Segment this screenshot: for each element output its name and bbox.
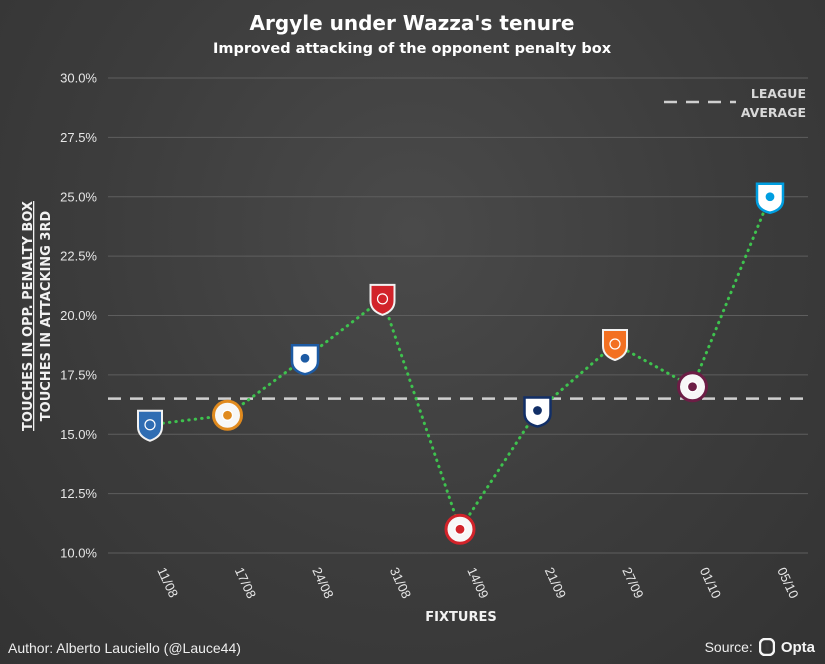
y-tick-label: 20.0%: [60, 308, 97, 323]
y-axis-label-bottom: TOUCHES IN ATTACKING 3RD: [39, 211, 54, 422]
owl-crest-icon: [137, 409, 163, 442]
source-label: Source:: [704, 639, 753, 655]
hatters-crest-icon: [602, 329, 628, 362]
y-tick-label: 10.0%: [60, 546, 97, 561]
legend-label-line1: LEAGUE: [751, 86, 806, 101]
y-tick-label: 25.0%: [60, 189, 97, 204]
claret-crest-icon: [677, 371, 708, 403]
source-brand: Opta: [780, 638, 815, 656]
author-credit: Author: Alberto Lauciello (@Lauce44): [8, 640, 241, 656]
y-tick-label: 17.5%: [60, 367, 97, 382]
opta-logo-icon: [758, 638, 775, 656]
y-axis-label-top: TOUCHES IN OPP. PENALTY BOX: [21, 201, 36, 431]
x-tick-label: 01/10: [697, 565, 724, 601]
x-tick-label: 05/10: [774, 565, 801, 601]
y-tick-label: 12.5%: [60, 486, 97, 501]
x-tick-label: 31/08: [387, 565, 414, 601]
chart-subtitle: Improved attacking of the opponent penal…: [213, 41, 612, 57]
x-tick-label: 14/09: [464, 565, 491, 601]
stripes-crest-icon: [369, 283, 396, 316]
legend-label-line2: AVERAGE: [741, 105, 806, 120]
tiger-crest-icon: [212, 399, 243, 431]
x-tick-label: 11/08: [154, 565, 181, 600]
x-tick-labels: 11/08 17/08 24/08 31/08 14/09 21/09 27/09 01/10…: [154, 565, 801, 601]
y-tick-label: 15.0%: [60, 427, 97, 442]
x-tick-label: 27/09: [619, 565, 646, 601]
hoops-crest-icon: [290, 344, 320, 376]
source-credit: Source: Opta: [705, 638, 815, 656]
y-tick-labels: 10.0% 12.5% 15.0% 17.5% 20.0% 22.5% 25.0% 27.5%…: [60, 71, 97, 561]
x-tick-label: 17/08: [232, 565, 259, 601]
rose-crest-icon: [755, 182, 785, 215]
chart-title: Argyle under Wazza's tenure: [250, 11, 575, 35]
x-tick-label: 21/09: [542, 565, 569, 601]
gridlines: [108, 77, 808, 554]
albion-crest-icon: [523, 396, 552, 428]
x-axis-label: FIXTURES: [425, 610, 496, 625]
y-tick-label: 30.0%: [60, 71, 97, 86]
y-tick-label: 22.5%: [60, 249, 97, 264]
y-tick-label: 27.5%: [60, 130, 97, 145]
x-tick-label: 24/08: [309, 565, 336, 601]
data-points: [137, 182, 785, 545]
sunderland-crest-icon: [444, 513, 476, 545]
series-line: [148, 195, 772, 533]
